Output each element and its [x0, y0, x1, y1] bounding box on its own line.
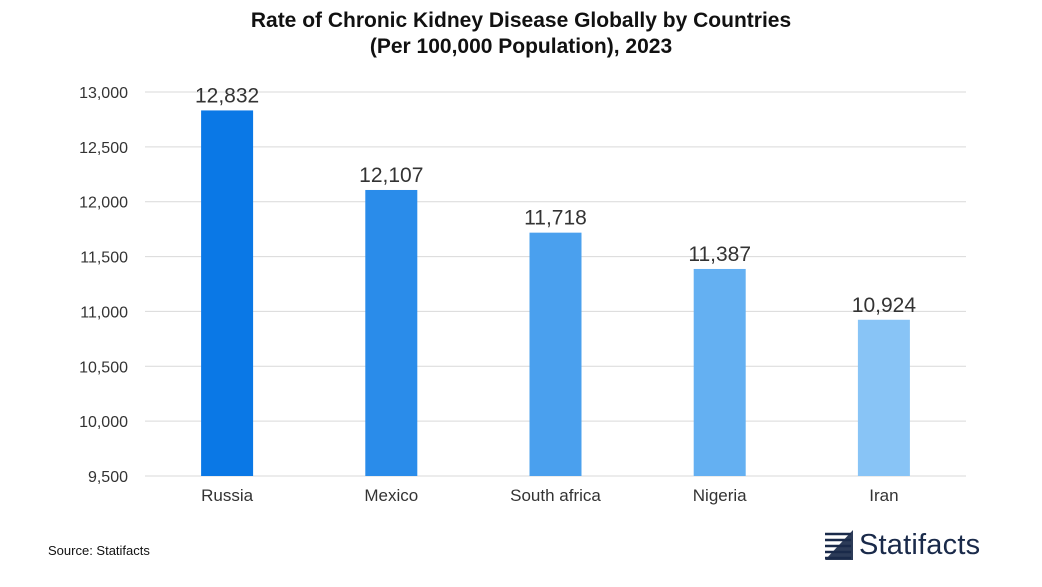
data-label: 11,718: [524, 207, 587, 230]
brand-name: Statifacts: [859, 528, 981, 561]
source-note: Source: Statifacts: [48, 543, 150, 558]
y-tick-label: 10,000: [79, 414, 128, 431]
brand-logo: Statifacts: [823, 528, 980, 562]
data-label: 10,924: [852, 294, 917, 317]
chart-title-line-2: (Per 100,000 Population), 2023: [369, 35, 673, 58]
y-tick-label: 11,500: [80, 250, 128, 267]
data-label: 12,107: [359, 164, 423, 187]
x-tick-label: Nigeria: [693, 486, 747, 505]
chart-title: Rate of Chronic Kidney Disease Globally …: [0, 8, 1042, 60]
y-tick-label: 12,500: [79, 140, 128, 157]
bar: [201, 110, 254, 476]
y-tick-label: 12,000: [79, 195, 128, 212]
data-label: 12,832: [195, 84, 259, 107]
x-tick-label: Russia: [201, 486, 254, 505]
x-tick-label: Iran: [869, 486, 898, 505]
data-label: 11,387: [688, 243, 751, 266]
x-tick-label: Mexico: [364, 486, 418, 505]
y-tick-label: 9,500: [88, 469, 128, 486]
x-tick-label: South africa: [510, 486, 601, 505]
bar: [857, 319, 910, 476]
y-tick-label: 11,000: [80, 304, 128, 321]
chart-title-line-1: Rate of Chronic Kidney Disease Globally …: [250, 9, 792, 32]
statifacts-logo-icon: [823, 530, 853, 560]
bar: [529, 232, 582, 476]
y-tick-label: 13,000: [79, 85, 128, 102]
bar: [693, 268, 746, 476]
y-tick-label: 10,500: [79, 359, 128, 376]
bar: [365, 189, 418, 476]
